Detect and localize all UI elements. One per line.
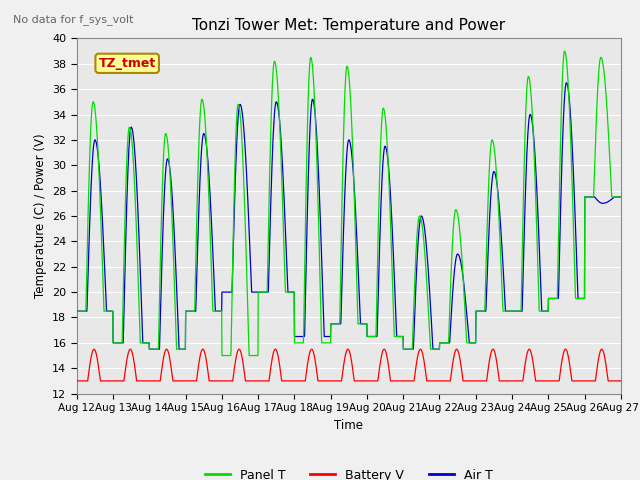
Panel T xyxy=(507,308,515,314)
Panel T xyxy=(73,308,81,314)
Air T xyxy=(570,165,577,170)
Y-axis label: Temperature (C) / Power (V): Temperature (C) / Power (V) xyxy=(33,134,47,298)
X-axis label: Time: Time xyxy=(334,419,364,432)
Panel T xyxy=(570,216,577,221)
Line: Battery V: Battery V xyxy=(77,349,621,381)
Battery V xyxy=(584,378,592,384)
Line: Air T: Air T xyxy=(77,83,621,349)
Legend: Panel T, Battery V, Air T: Panel T, Battery V, Air T xyxy=(200,464,498,480)
Panel T xyxy=(584,194,592,200)
Air T xyxy=(507,308,515,314)
Air T xyxy=(365,334,372,339)
Title: Tonzi Tower Met: Temperature and Power: Tonzi Tower Met: Temperature and Power xyxy=(192,18,506,33)
Text: TZ_tmet: TZ_tmet xyxy=(99,57,156,70)
Panel T xyxy=(225,353,232,359)
Air T xyxy=(584,194,592,200)
Panel T xyxy=(218,353,226,359)
Battery V xyxy=(569,378,577,384)
Panel T xyxy=(561,48,568,54)
Air T xyxy=(376,217,384,223)
Air T xyxy=(617,194,625,200)
Battery V xyxy=(225,378,232,384)
Battery V xyxy=(617,378,625,384)
Air T xyxy=(225,289,232,295)
Battery V xyxy=(507,378,515,384)
Panel T xyxy=(617,194,625,200)
Battery V xyxy=(73,378,81,384)
Line: Panel T: Panel T xyxy=(77,51,621,356)
Air T xyxy=(145,347,153,352)
Panel T xyxy=(365,334,372,339)
Battery V xyxy=(365,378,372,384)
Panel T xyxy=(376,147,384,153)
Air T xyxy=(73,308,81,314)
Air T xyxy=(563,80,570,86)
Battery V xyxy=(376,359,384,365)
Text: No data for f_sys_volt: No data for f_sys_volt xyxy=(13,14,133,25)
Battery V xyxy=(308,347,316,352)
